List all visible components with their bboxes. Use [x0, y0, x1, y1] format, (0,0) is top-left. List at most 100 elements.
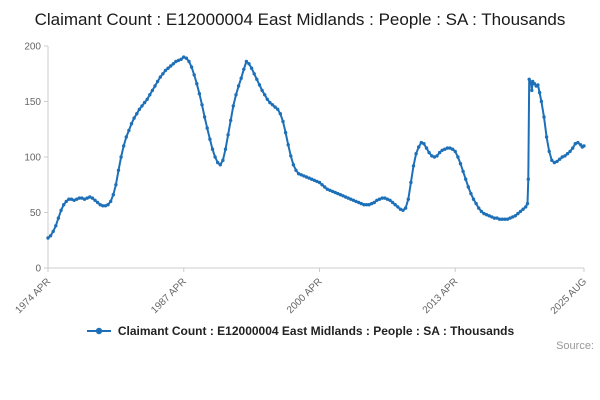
data-line [47, 56, 585, 240]
data-point-marker [64, 199, 69, 204]
data-point-marker [93, 198, 97, 203]
data-point-marker [497, 217, 502, 222]
x-tick-label: 2000 APR [285, 277, 325, 317]
data-point-marker [424, 146, 429, 151]
data-point-marker [526, 177, 530, 182]
data-point-marker [67, 197, 71, 202]
data-point-marker [362, 203, 366, 207]
data-point-marker [367, 203, 371, 207]
data-point-marker [69, 197, 74, 202]
data-point-marker [552, 161, 557, 165]
legend-line-marker-icon [86, 328, 111, 335]
data-point-marker [200, 103, 204, 107]
data-point-marker [247, 62, 251, 66]
data-point-marker [124, 135, 128, 139]
data-point-marker [278, 112, 282, 116]
data-point-marker [536, 83, 540, 87]
data-point-marker [48, 234, 53, 238]
data-point-marker [46, 236, 50, 240]
y-tick-label: 150 [24, 97, 41, 108]
data-point-marker [495, 216, 499, 221]
data-point-marker [443, 147, 447, 152]
data-point-marker [521, 207, 525, 212]
data-point-marker [550, 158, 554, 163]
data-point-marker [508, 216, 512, 221]
data-point-marker [349, 197, 353, 202]
data-point-marker [187, 60, 191, 64]
data-point-marker [427, 151, 431, 155]
data-point-marker [195, 82, 199, 86]
legend-item[interactable]: Claimant Count : E12000004 East Midlands… [86, 324, 514, 338]
data-point-marker [77, 196, 82, 201]
data-point-marker [432, 155, 437, 159]
data-point-marker [179, 57, 183, 62]
data-point-marker [127, 128, 131, 133]
data-point-marker [291, 163, 296, 167]
data-point-marker [471, 197, 476, 202]
data-point-marker [393, 203, 397, 207]
data-point-marker [132, 116, 136, 121]
data-point-marker [518, 209, 523, 214]
data-point-marker [328, 188, 332, 193]
data-point-marker [341, 194, 345, 198]
data-point-marker [437, 151, 442, 155]
data-point-marker [171, 62, 175, 66]
data-point-marker [145, 97, 149, 102]
data-point-marker [281, 120, 285, 124]
data-point-marker [330, 189, 335, 194]
data-point-marker [484, 213, 489, 217]
data-point-marker [325, 187, 329, 192]
data-point-marker [448, 146, 452, 151]
data-point-marker [336, 192, 340, 196]
data-point-marker [539, 100, 544, 104]
data-point-marker [525, 202, 530, 206]
data-point-marker [317, 181, 322, 185]
data-point-marker [129, 122, 134, 126]
source-note: Source: [556, 340, 594, 353]
data-point-marker [111, 193, 116, 197]
data-point-marker [537, 91, 542, 95]
y-tick-label: 100 [24, 153, 41, 164]
data-point-marker [210, 147, 215, 152]
data-point-marker [109, 199, 113, 204]
data-point-marker [56, 216, 61, 221]
data-point-marker [565, 152, 570, 156]
data-point-marker [244, 60, 249, 64]
data-point-marker [383, 196, 387, 201]
data-point-marker [213, 155, 217, 159]
data-point-marker [72, 198, 76, 203]
data-point-marker [257, 83, 262, 87]
data-point-marker [88, 195, 92, 199]
data-point-marker [106, 203, 110, 207]
data-point-marker [255, 77, 259, 82]
data-point-marker [370, 202, 374, 206]
data-point-marker [296, 172, 301, 176]
data-point-marker [450, 147, 455, 152]
data-point-marker [114, 183, 118, 187]
data-point-marker [289, 154, 293, 158]
data-point-marker [242, 67, 246, 72]
data-point-marker [513, 214, 517, 218]
data-point-marker [351, 198, 356, 203]
data-point-marker [479, 209, 484, 214]
data-point-marker [453, 149, 457, 154]
x-tick-label: 2013 APR [421, 277, 461, 317]
data-point-marker [560, 155, 564, 159]
data-point-marker [169, 64, 173, 68]
data-point-marker [142, 101, 147, 105]
data-point-marker [530, 88, 534, 93]
data-point-marker [155, 80, 160, 84]
data-point-marker [294, 168, 298, 173]
data-point-marker [338, 193, 343, 197]
data-point-marker [477, 206, 481, 211]
data-point-marker [135, 112, 139, 116]
data-point-marker [364, 203, 369, 207]
data-point-marker [375, 198, 379, 203]
data-point-marker [197, 92, 202, 96]
data-point-marker [357, 201, 361, 205]
data-point-marker [62, 203, 66, 207]
data-point-marker [158, 75, 162, 80]
data-point-marker [487, 214, 491, 218]
data-point-marker [85, 196, 89, 201]
